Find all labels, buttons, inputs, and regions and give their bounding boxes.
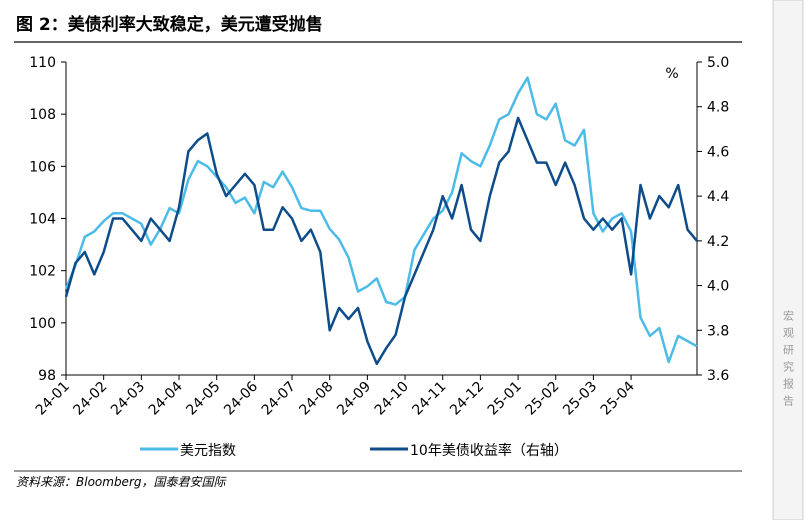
x-tick-label: 24-02 xyxy=(70,379,110,419)
y-tick-label: 108 xyxy=(29,107,56,123)
y2-tick-label: 4.2 xyxy=(707,234,729,250)
x-tick-label: 24-05 xyxy=(183,379,223,419)
series-line xyxy=(64,116,698,366)
x-tick-label: 24-12 xyxy=(447,379,487,419)
y-tick-label: 110 xyxy=(29,55,56,71)
y-tick-label: 102 xyxy=(29,264,56,280)
x-tick-label: 25-03 xyxy=(560,379,600,419)
x-tick-label: 25-01 xyxy=(485,379,525,419)
y-tick-label: 106 xyxy=(29,159,56,175)
x-tick-label: 24-09 xyxy=(334,379,374,419)
y2-tick-label: 4.0 xyxy=(707,279,729,295)
y2-tick-label: 4.8 xyxy=(707,100,729,116)
y-tick-label: 98 xyxy=(38,368,56,384)
sidebar-text: 宏观研究报告 xyxy=(782,309,795,412)
y2-tick-label: 5.0 xyxy=(707,55,729,71)
x-tick-label: 24-10 xyxy=(372,379,412,419)
y2-tick-label: 3.8 xyxy=(707,323,729,339)
x-tick-label: 24-07 xyxy=(259,379,299,419)
sidebar xyxy=(772,0,804,521)
legend-label: 美元指数 xyxy=(180,443,236,459)
y2-tick-label: 4.6 xyxy=(707,144,729,160)
y2-unit: % xyxy=(665,66,678,82)
chart-title: 图 2：美债利率大致稳定，美元遭受抛售 xyxy=(16,14,323,35)
x-tick-label: 24-01 xyxy=(33,379,73,419)
x-tick-label: 24-08 xyxy=(296,379,336,419)
x-tick-label: 24-03 xyxy=(108,379,148,419)
x-tick-label: 24-11 xyxy=(409,379,449,419)
y2-tick-label: 3.6 xyxy=(707,368,729,384)
source: 资料来源：Bloomberg，国泰君安国际 xyxy=(16,475,227,489)
x-tick-label: 24-06 xyxy=(221,378,261,418)
x-tick-label: 24-04 xyxy=(146,378,186,418)
x-tick-label: 25-02 xyxy=(522,379,562,419)
x-tick-label: 25-04 xyxy=(598,378,638,418)
y2-tick-label: 4.4 xyxy=(707,189,729,205)
legend-label: 10年美债收益率（右轴） xyxy=(410,442,568,459)
series-line xyxy=(64,76,698,364)
y-tick-label: 100 xyxy=(29,316,56,332)
y-tick-label: 104 xyxy=(29,212,56,228)
